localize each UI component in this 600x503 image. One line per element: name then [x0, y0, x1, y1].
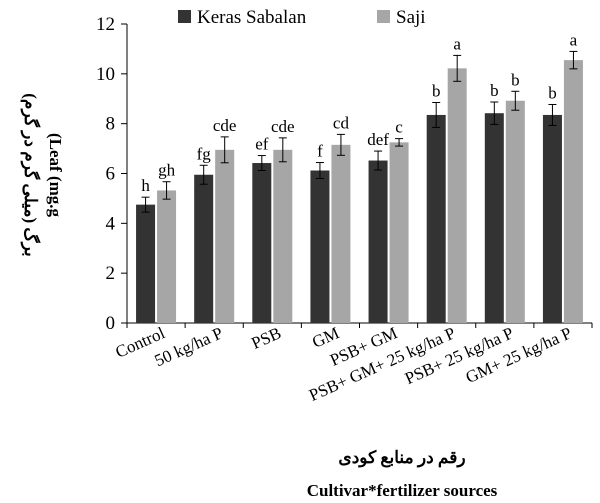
significance-label: fg: [197, 144, 212, 163]
significance-label: f: [317, 142, 323, 161]
y-tick-label: 12: [96, 14, 115, 35]
bar-saji: [505, 100, 525, 323]
bar-keras-sabalan: [136, 204, 156, 323]
significance-label: b: [432, 81, 441, 100]
x-axis-label-fa: رقم در منابع کودی: [338, 448, 465, 468]
y-axis-ticks: 0 2 4 6 8 10 12: [96, 14, 127, 334]
x-axis-label-en: Cultivar*fertilizer sources: [307, 481, 498, 500]
y-tick-label: 4: [106, 213, 116, 234]
y-tick-label: 0: [106, 313, 116, 334]
bar-keras-sabalan: [542, 114, 562, 323]
bar-saji: [215, 149, 235, 323]
significance-label: def: [367, 130, 389, 149]
significance-label: cd: [333, 113, 350, 132]
y-tick-label: 6: [106, 164, 116, 185]
bar-saji: [273, 149, 293, 323]
bar-keras-sabalan: [484, 113, 504, 324]
bar-keras-sabalan: [194, 174, 214, 323]
bar-saji: [331, 144, 351, 323]
y-axis-label-en: (Leaf (mg.g: [46, 133, 65, 218]
significance-label: b: [490, 81, 499, 100]
x-category-label: PSB: [249, 323, 284, 353]
y-axis-label-fa: برگ (میلی گرم در گرم): [20, 93, 41, 256]
bar-saji: [563, 60, 583, 324]
significance-label: gh: [158, 161, 176, 180]
significance-label: b: [511, 70, 520, 89]
chart-bars: [136, 60, 583, 324]
significance-label: a: [570, 30, 578, 49]
legend-label-saji: Saji: [396, 7, 426, 28]
significance-label: h: [141, 176, 150, 195]
legend-swatch-saji: [377, 10, 390, 23]
legend-label-keras-sabalan: Keras Sabalan: [197, 7, 307, 28]
error-bars: [141, 50, 578, 213]
legend: Keras Sabalan Saji: [178, 7, 426, 28]
y-tick-label: 2: [106, 263, 116, 284]
bar-keras-sabalan: [310, 170, 330, 323]
significance-label: b: [548, 83, 557, 102]
bar-keras-sabalan: [252, 163, 272, 323]
y-tick-label: 8: [106, 114, 116, 135]
significance-label: ef: [255, 135, 269, 154]
bar-keras-sabalan: [368, 160, 388, 323]
significance-label: cde: [271, 117, 295, 136]
bar-keras-sabalan: [426, 114, 446, 323]
bar-saji: [389, 142, 409, 323]
significance-label: cde: [213, 116, 237, 135]
significance-label: a: [453, 34, 461, 53]
significance-label: c: [395, 118, 403, 137]
y-tick-label: 10: [96, 64, 115, 85]
bar-saji: [157, 190, 177, 323]
legend-swatch-keras-sabalan: [178, 10, 191, 23]
bar-saji: [447, 68, 467, 323]
